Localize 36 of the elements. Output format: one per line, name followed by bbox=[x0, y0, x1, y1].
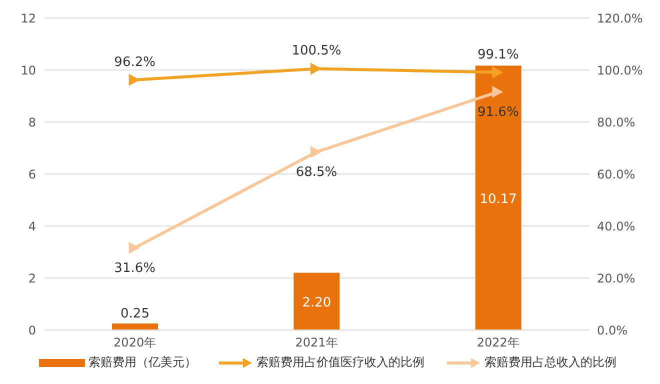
y2-tick-label: 80.0% bbox=[597, 115, 636, 130]
point bbox=[310, 146, 322, 158]
point bbox=[492, 66, 504, 78]
y2-tick-label: 100.0% bbox=[597, 63, 643, 78]
y-tick-label: 4 bbox=[28, 219, 36, 234]
point bbox=[492, 86, 504, 98]
bar bbox=[112, 324, 158, 330]
y-tick-label: 6 bbox=[28, 167, 36, 182]
data-label: 100.5% bbox=[292, 44, 342, 59]
data-label: 68.5% bbox=[296, 164, 338, 180]
legend-label: 索赔费用（亿美元） bbox=[88, 354, 196, 371]
data-label: 96.2% bbox=[114, 54, 156, 70]
bar bbox=[475, 66, 522, 330]
y-tick-label: 12 bbox=[20, 11, 36, 26]
x-tick-label: 2021年 bbox=[295, 336, 338, 350]
data-label: 31.6% bbox=[114, 260, 156, 276]
y2-tick-label: 40.0% bbox=[597, 219, 636, 234]
data-label: 2.20 bbox=[302, 295, 332, 310]
point bbox=[128, 242, 140, 254]
y-tick-label: 10 bbox=[20, 63, 36, 78]
x-tick-label: 2022年 bbox=[476, 336, 520, 350]
data-label: 99.1% bbox=[478, 47, 519, 62]
y2-tick-label: 120.0% bbox=[597, 11, 643, 26]
y-tick-label: 8 bbox=[28, 115, 36, 130]
x-tick-label: 2020年 bbox=[114, 336, 156, 350]
legend-label: 索赔费用占总收入的比例 bbox=[484, 354, 616, 371]
y2-tick-label: 20.0% bbox=[597, 271, 636, 286]
y-tick-label: 2 bbox=[28, 271, 36, 286]
bar bbox=[294, 272, 340, 330]
data-label: 91.6% bbox=[478, 104, 519, 120]
y2-tick-label: 60.0% bbox=[597, 167, 636, 182]
y-tick-label: 0 bbox=[28, 323, 36, 338]
y2-tick-label: 0.0% bbox=[597, 323, 628, 338]
legend-label: 索赔费用占价值医疗收入的比例 bbox=[256, 354, 424, 371]
data-label: 0.25 bbox=[120, 306, 150, 322]
data-label: 10.17 bbox=[480, 192, 517, 207]
